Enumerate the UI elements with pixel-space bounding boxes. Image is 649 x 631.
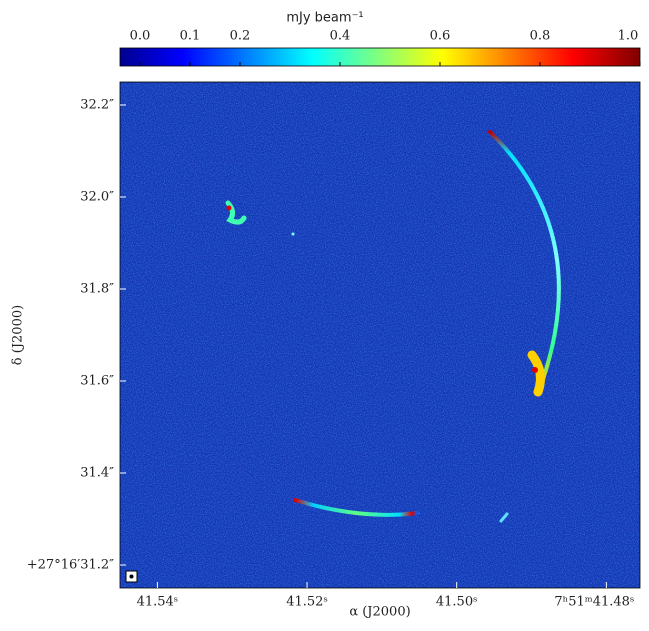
arc-knot [527, 350, 545, 397]
y-tick-label: 31.4″ [80, 466, 114, 481]
y-tick-label: +27°16′31.2″ [27, 558, 114, 573]
x-tick-label: 41.54ˢ [137, 595, 179, 610]
x-tick-label: 41.50ˢ [436, 595, 478, 610]
colorbar-tick-label: 1.0 [618, 29, 639, 44]
colorbar-tick-label: 0.0 [130, 29, 151, 44]
x-tick-label: 41.52ˢ [286, 595, 328, 610]
x-tick-label: 7ʰ51ᵐ41.48ˢ [554, 595, 634, 610]
y-tick-label: 32.2″ [80, 98, 114, 113]
y-tick-label: 31.8″ [80, 282, 114, 297]
colorbar-label: mJy beam⁻¹ [286, 11, 363, 26]
colorbar-tick-label: 0.8 [530, 29, 551, 44]
y-tick-label: 31.6″ [80, 374, 114, 389]
blob [499, 512, 509, 523]
frame [119, 81, 641, 589]
arc [488, 130, 561, 390]
colorbar-tick-label: 0.4 [330, 29, 351, 44]
y-tick-label: 32.0″ [80, 190, 114, 205]
arc [293, 498, 420, 517]
colorbar [119, 47, 641, 67]
peak [226, 205, 232, 211]
image [119, 81, 641, 589]
y-axis-label: δ (J2000) [11, 305, 26, 365]
colorbar-tick-label: 0.2 [230, 29, 251, 44]
peak [532, 367, 538, 373]
x-axis-label: α (J2000) [349, 605, 410, 620]
beam [129, 574, 134, 579]
blob [291, 232, 295, 236]
noise [120, 82, 640, 588]
colorbar-tick-label: 0.6 [430, 29, 451, 44]
colorbar-tick-label: 0.1 [180, 29, 201, 44]
